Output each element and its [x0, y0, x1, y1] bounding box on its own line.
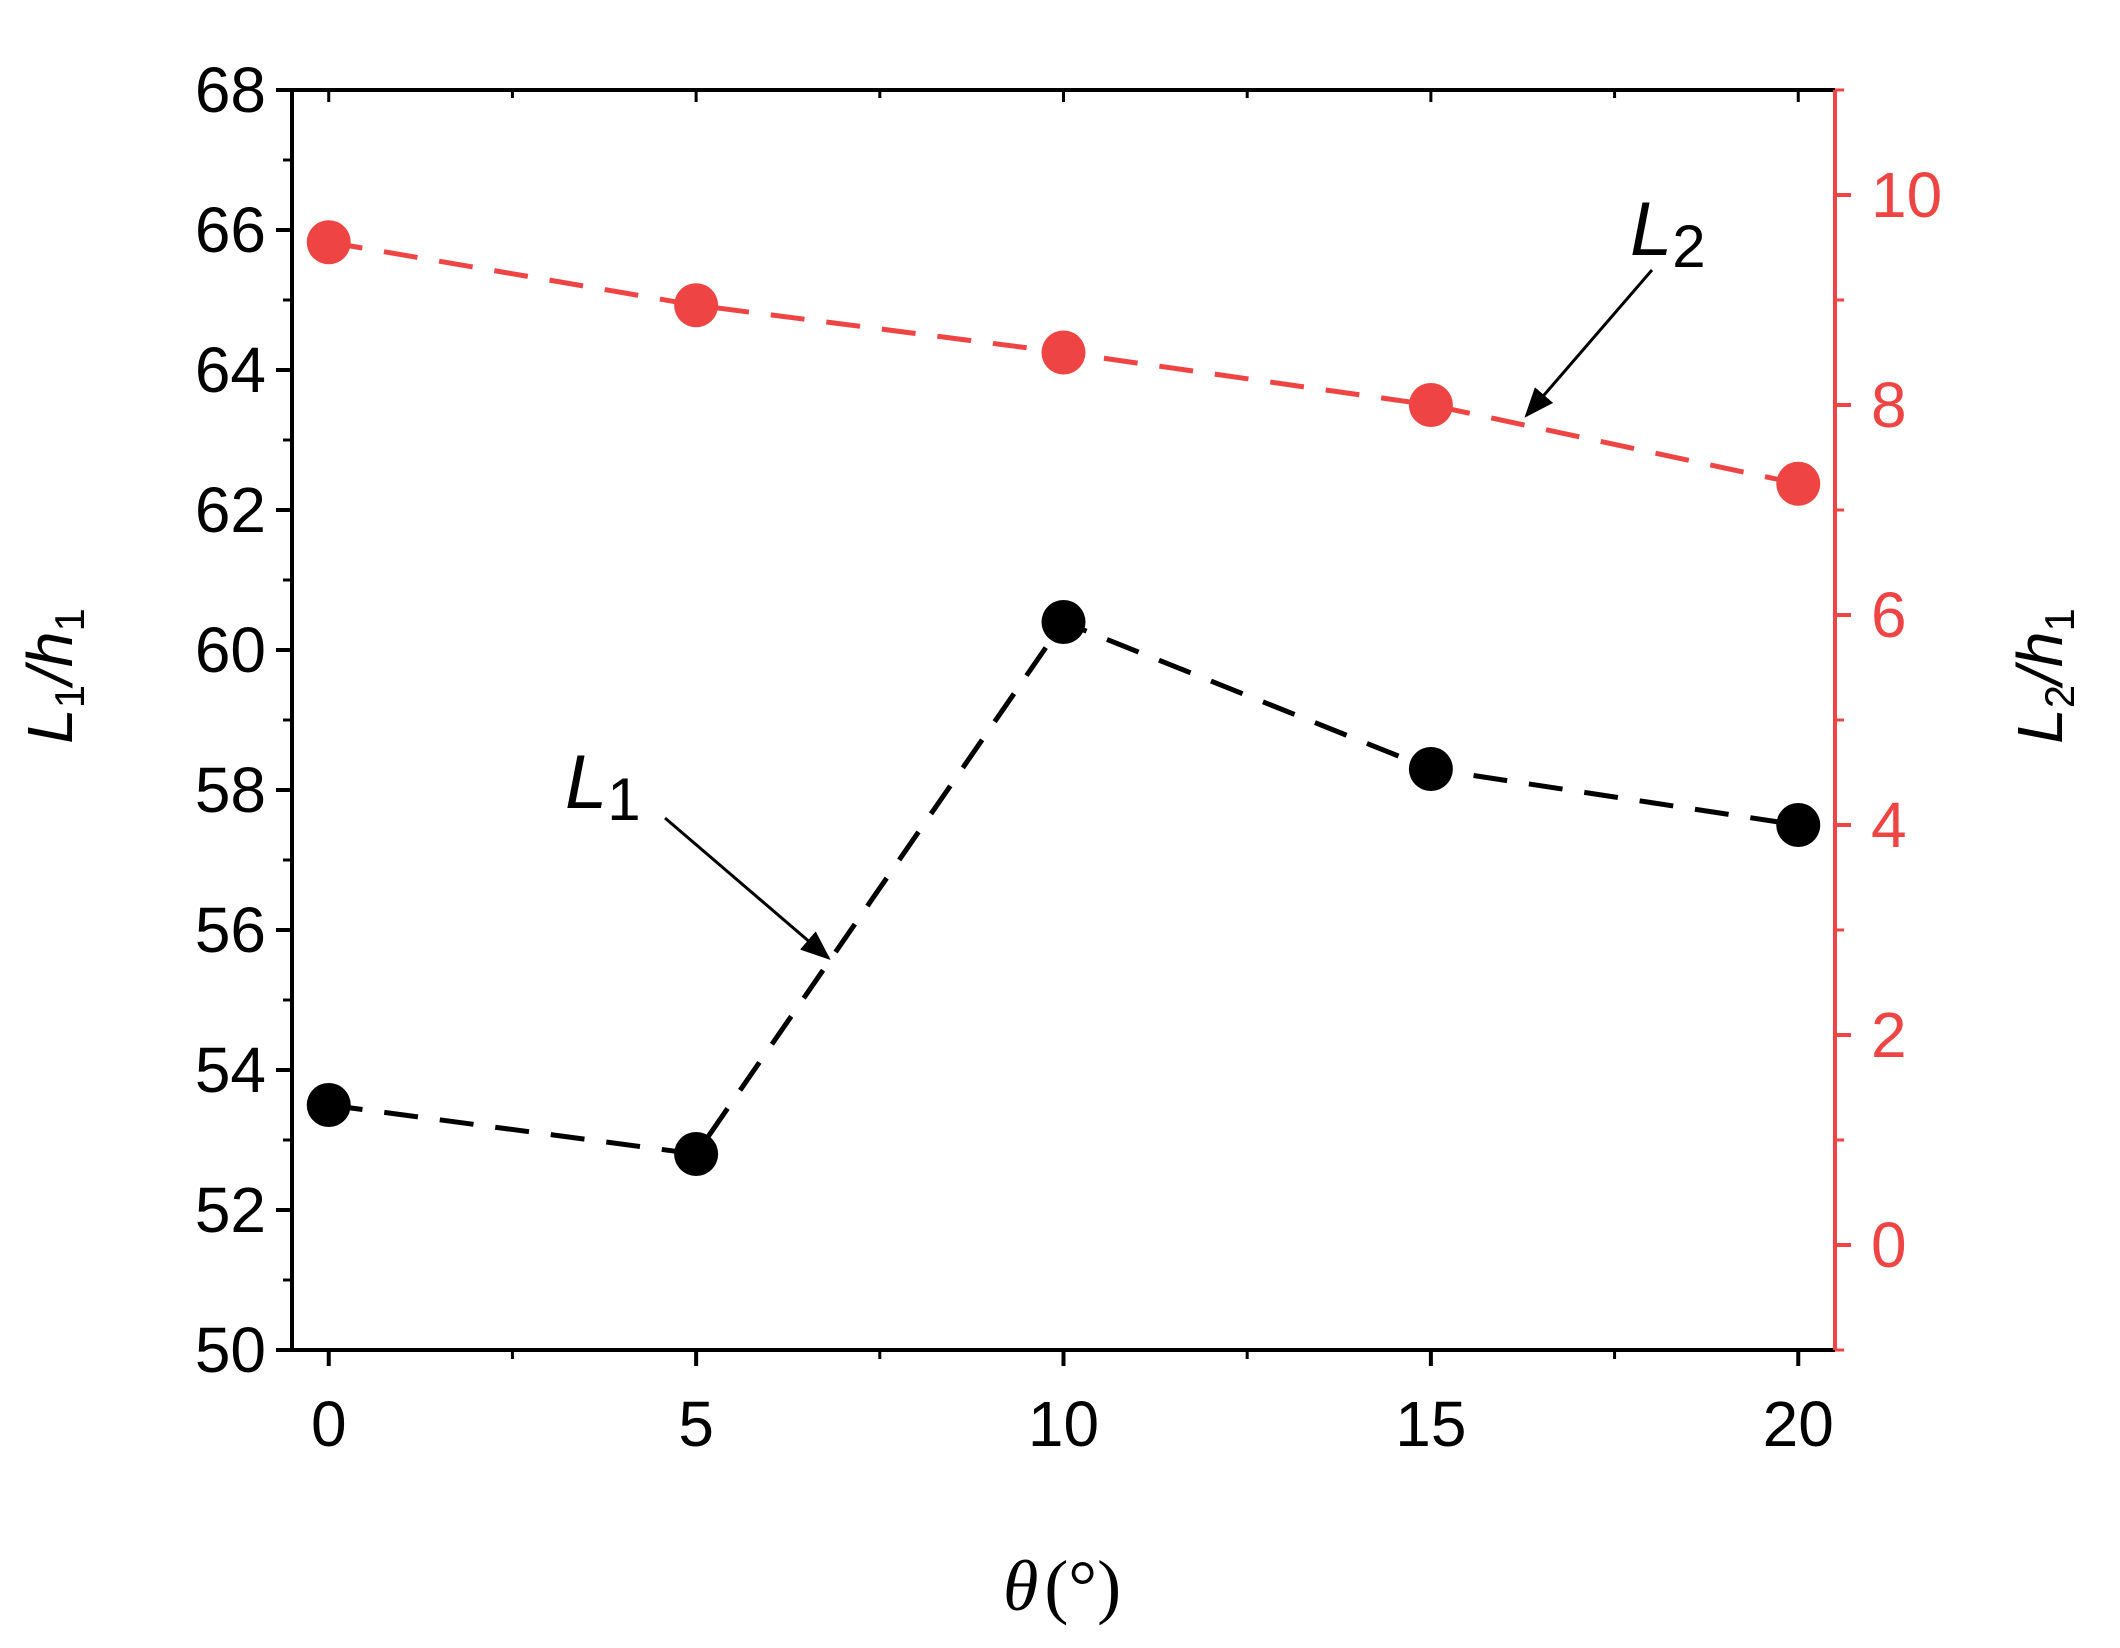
x-tick-label: 10: [1028, 1388, 1099, 1460]
series-1-point: [674, 283, 719, 328]
x-tick-label: 20: [1763, 1388, 1834, 1460]
series-1-point: [1041, 330, 1086, 375]
x-axis-label: θ(°): [1003, 1546, 1121, 1626]
series-1-point: [1408, 383, 1453, 427]
left-tick-label: 66: [195, 194, 266, 266]
right-tick-label: 0: [1871, 1209, 1907, 1281]
right-tick-label: 10: [1871, 159, 1942, 231]
x-tick-label: 5: [678, 1388, 714, 1460]
right-axis-label: L2/h1: [2004, 608, 2083, 744]
right-tick-label: 4: [1871, 789, 1907, 861]
series-0-point: [1041, 600, 1086, 644]
left-axis-label: L1/h1: [14, 608, 93, 744]
annotation-l2-arrow: [1524, 269, 1654, 418]
series-1-point: [306, 220, 351, 265]
series-0-point: [1776, 803, 1821, 847]
left-tick-label: 68: [195, 54, 266, 126]
annotation-l2: L2: [1630, 187, 1706, 280]
right-tick-label: 2: [1871, 999, 1907, 1071]
series-0-point: [306, 1083, 351, 1127]
x-tick-label: 15: [1395, 1388, 1466, 1460]
left-tick-label: 52: [195, 1174, 266, 1246]
right-tick-label: 6: [1871, 579, 1907, 651]
series-0-line: [328, 618, 1799, 1157]
right-tick-label: 8: [1871, 369, 1907, 441]
left-tick-label: 56: [195, 894, 266, 966]
left-tick-label: 64: [195, 334, 266, 406]
annotation-l1: L1: [565, 740, 641, 833]
left-tick-label: 58: [195, 754, 266, 826]
annotation-l1-arrow: [664, 816, 831, 960]
series-0-point: [1408, 747, 1453, 791]
x-tick-label: 0: [311, 1388, 347, 1460]
left-tick-label: 50: [195, 1314, 266, 1386]
left-tick-label: 54: [195, 1034, 266, 1106]
left-tick-label: 62: [195, 474, 266, 546]
series-1-point: [1776, 461, 1821, 506]
series-0-point: [674, 1132, 719, 1176]
left-tick-label: 60: [195, 614, 266, 686]
